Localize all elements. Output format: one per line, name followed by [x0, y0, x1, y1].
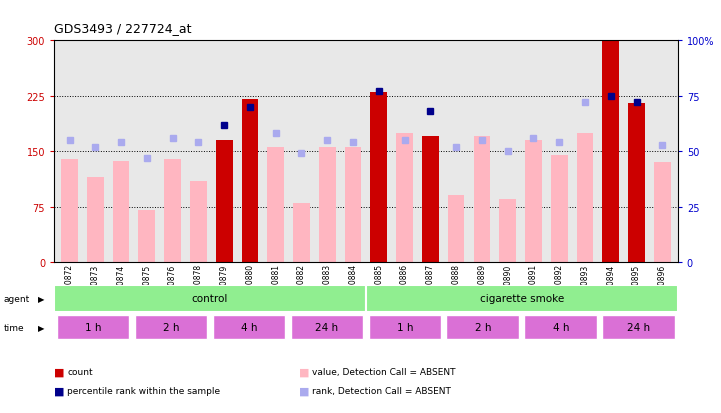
Bar [216, 141, 233, 262]
Text: ■: ■ [54, 367, 65, 377]
Text: control: control [192, 293, 228, 304]
Text: 4 h: 4 h [241, 322, 257, 332]
Bar [54, 285, 366, 312]
Bar [602, 315, 675, 339]
Bar [213, 315, 286, 339]
Text: percentile rank within the sample: percentile rank within the sample [67, 386, 220, 395]
Bar [87, 178, 104, 262]
Bar [371, 93, 387, 262]
Bar [448, 196, 464, 262]
Bar [57, 315, 130, 339]
Text: ■: ■ [299, 385, 310, 395]
Text: time: time [4, 323, 25, 332]
Text: value, Detection Call = ABSENT: value, Detection Call = ABSENT [312, 367, 456, 376]
Bar [366, 285, 678, 312]
Bar [112, 161, 130, 262]
Bar [525, 141, 541, 262]
Text: agent: agent [4, 294, 30, 303]
Text: 24 h: 24 h [627, 322, 650, 332]
Text: 1 h: 1 h [397, 322, 413, 332]
Bar [138, 211, 155, 262]
Bar [267, 148, 284, 262]
Text: 1 h: 1 h [85, 322, 102, 332]
Bar [396, 133, 413, 262]
Bar [368, 315, 441, 339]
Bar [474, 137, 490, 262]
Text: rank, Detection Call = ABSENT: rank, Detection Call = ABSENT [312, 386, 451, 395]
Bar [654, 163, 671, 262]
Text: ▶: ▶ [37, 294, 44, 303]
Text: ■: ■ [299, 367, 310, 377]
Bar [61, 159, 78, 262]
Text: ■: ■ [54, 385, 65, 395]
Bar [499, 199, 516, 262]
Bar [135, 315, 208, 339]
Text: cigarette smoke: cigarette smoke [479, 293, 564, 304]
Text: 24 h: 24 h [315, 322, 338, 332]
Text: 2 h: 2 h [163, 322, 180, 332]
Bar [422, 137, 438, 262]
Bar [628, 104, 645, 262]
Bar [524, 315, 597, 339]
Bar [577, 133, 593, 262]
Text: GDS3493 / 227724_at: GDS3493 / 227724_at [54, 22, 192, 35]
Bar [164, 159, 181, 262]
Bar [291, 315, 363, 339]
Text: 4 h: 4 h [552, 322, 569, 332]
Bar [319, 148, 336, 262]
Bar [190, 181, 207, 262]
Bar [293, 203, 310, 262]
Bar [446, 315, 519, 339]
Bar [345, 148, 361, 262]
Text: ▶: ▶ [37, 323, 44, 332]
Bar [551, 155, 567, 262]
Text: count: count [67, 367, 93, 376]
Bar [242, 100, 258, 262]
Bar [602, 41, 619, 262]
Text: 2 h: 2 h [474, 322, 491, 332]
